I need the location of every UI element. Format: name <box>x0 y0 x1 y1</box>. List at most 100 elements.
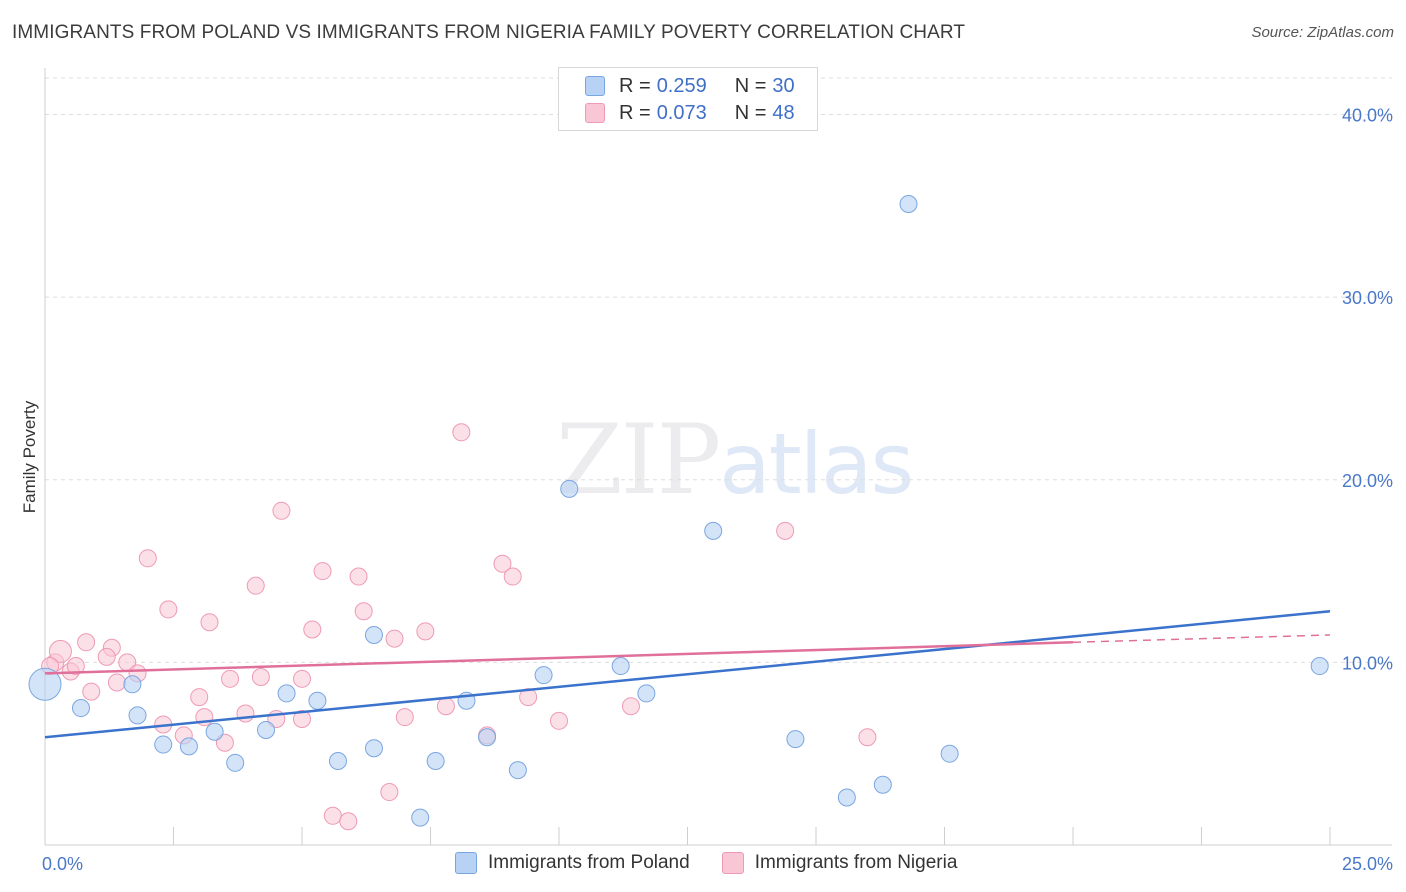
poland-point <box>786 730 805 749</box>
series-legend: Immigrants from Poland Immigrants from N… <box>455 852 989 874</box>
poland-point <box>328 751 347 770</box>
chart-title: IMMIGRANTS FROM POLAND VS IMMIGRANTS FRO… <box>12 22 966 43</box>
watermark-zip: ZIP <box>556 404 721 516</box>
nigeria-point <box>621 697 640 716</box>
watermark: ZIPatlas <box>556 404 914 516</box>
poland-point <box>534 666 553 685</box>
nigeria-point <box>493 554 512 573</box>
legend-r-label: R = <box>619 74 651 97</box>
series-legend-label: Immigrants from Nigeria <box>754 852 958 873</box>
poland-point <box>364 625 383 644</box>
legend-n-label: N = <box>734 74 767 97</box>
nigeria-point <box>380 783 399 802</box>
y-tick-label: 20.0% <box>1342 471 1393 491</box>
nigeria-point <box>200 613 219 632</box>
nigeria-point <box>416 622 435 641</box>
legend-n-value: 30 <box>772 74 795 97</box>
nigeria-point <box>519 688 538 707</box>
poland-point <box>364 739 383 758</box>
legend-r-value: 0.259 <box>656 74 707 97</box>
nigeria-point <box>246 576 265 595</box>
nigeria-point <box>97 647 116 666</box>
legend-n-value: 48 <box>772 101 795 124</box>
nigeria-point <box>251 667 270 686</box>
nigeria-point <box>66 657 85 676</box>
poland-point <box>257 720 276 739</box>
nigeria-point <box>236 704 255 723</box>
source-label: Source: ZipAtlas.com <box>1251 24 1394 41</box>
poland-point <box>123 675 142 694</box>
nigeria-point <box>82 682 101 701</box>
nigeria-trend-extension <box>1072 634 1331 644</box>
legend-r-label: R = <box>619 101 651 124</box>
poland-point <box>71 699 90 718</box>
nigeria-point <box>323 806 342 825</box>
nigeria-point <box>503 567 522 586</box>
y-tick-label: 30.0% <box>1342 288 1393 308</box>
legend-row-poland: R = 0.259 N = 30 <box>585 73 795 99</box>
nigeria-point <box>190 688 209 707</box>
poland-point <box>704 521 723 540</box>
poland-point <box>873 775 892 794</box>
nigeria-point <box>221 669 240 688</box>
nigeria-point <box>776 521 795 540</box>
legend-r-value: 0.073 <box>656 101 707 124</box>
series-legend-label: Immigrants from Poland <box>488 852 690 873</box>
poland-point <box>1310 657 1329 676</box>
nigeria-point <box>48 639 72 663</box>
x-tick-label: 25.0% <box>1342 854 1393 874</box>
nigeria-point <box>313 562 332 581</box>
nigeria-point <box>77 633 96 652</box>
poland-point <box>637 684 656 703</box>
poland-point <box>277 684 296 703</box>
nigeria-point <box>107 673 126 692</box>
stats-legend: R = 0.259 N = 30 R = 0.073 N = 48 <box>558 67 818 131</box>
poland-point <box>205 722 224 741</box>
series-legend-poland: Immigrants from Poland <box>455 852 690 874</box>
nigeria-point <box>858 728 877 747</box>
series-swatch-poland <box>455 852 477 874</box>
poland-point <box>940 744 959 763</box>
legend-row-nigeria: R = 0.073 N = 48 <box>585 100 795 126</box>
nigeria-point <box>354 602 373 621</box>
nigeria-point <box>349 567 368 586</box>
legend-swatch-poland <box>585 76 605 96</box>
y-tick-label: 10.0% <box>1342 653 1393 673</box>
poland-point <box>28 667 62 701</box>
nigeria-point <box>293 669 311 688</box>
legend-n-label: N = <box>734 101 767 124</box>
nigeria-trend-line <box>44 641 1074 675</box>
nigeria-point <box>436 697 455 716</box>
poland-point <box>508 761 527 780</box>
nigeria-point <box>293 709 311 728</box>
nigeria-point <box>215 733 234 752</box>
x-tick-label: 0.0% <box>42 854 83 874</box>
nigeria-point <box>159 600 178 619</box>
nigeria-point <box>272 501 291 520</box>
poland-point <box>308 691 327 710</box>
nigeria-point <box>138 549 157 568</box>
poland-trend-line <box>44 610 1331 739</box>
nigeria-point <box>452 423 471 442</box>
poland-point <box>426 751 445 770</box>
nigeria-point <box>550 711 568 730</box>
poland-point <box>611 657 630 676</box>
poland-point <box>560 479 579 498</box>
poland-point <box>837 788 856 807</box>
nigeria-point <box>395 708 414 727</box>
poland-point <box>411 808 430 827</box>
watermark-atlas: atlas <box>719 415 914 513</box>
poland-point <box>478 728 497 747</box>
nigeria-point <box>303 620 322 639</box>
poland-point <box>154 735 173 754</box>
legend-swatch-nigeria <box>585 103 605 123</box>
nigeria-point <box>385 629 404 648</box>
poland-point <box>899 195 918 214</box>
poland-point <box>128 706 147 725</box>
y-tick-label: 40.0% <box>1342 106 1393 126</box>
poland-point <box>226 753 245 772</box>
poland-point <box>179 737 198 756</box>
series-legend-nigeria: Immigrants from Nigeria <box>721 852 958 874</box>
nigeria-point <box>339 812 358 831</box>
